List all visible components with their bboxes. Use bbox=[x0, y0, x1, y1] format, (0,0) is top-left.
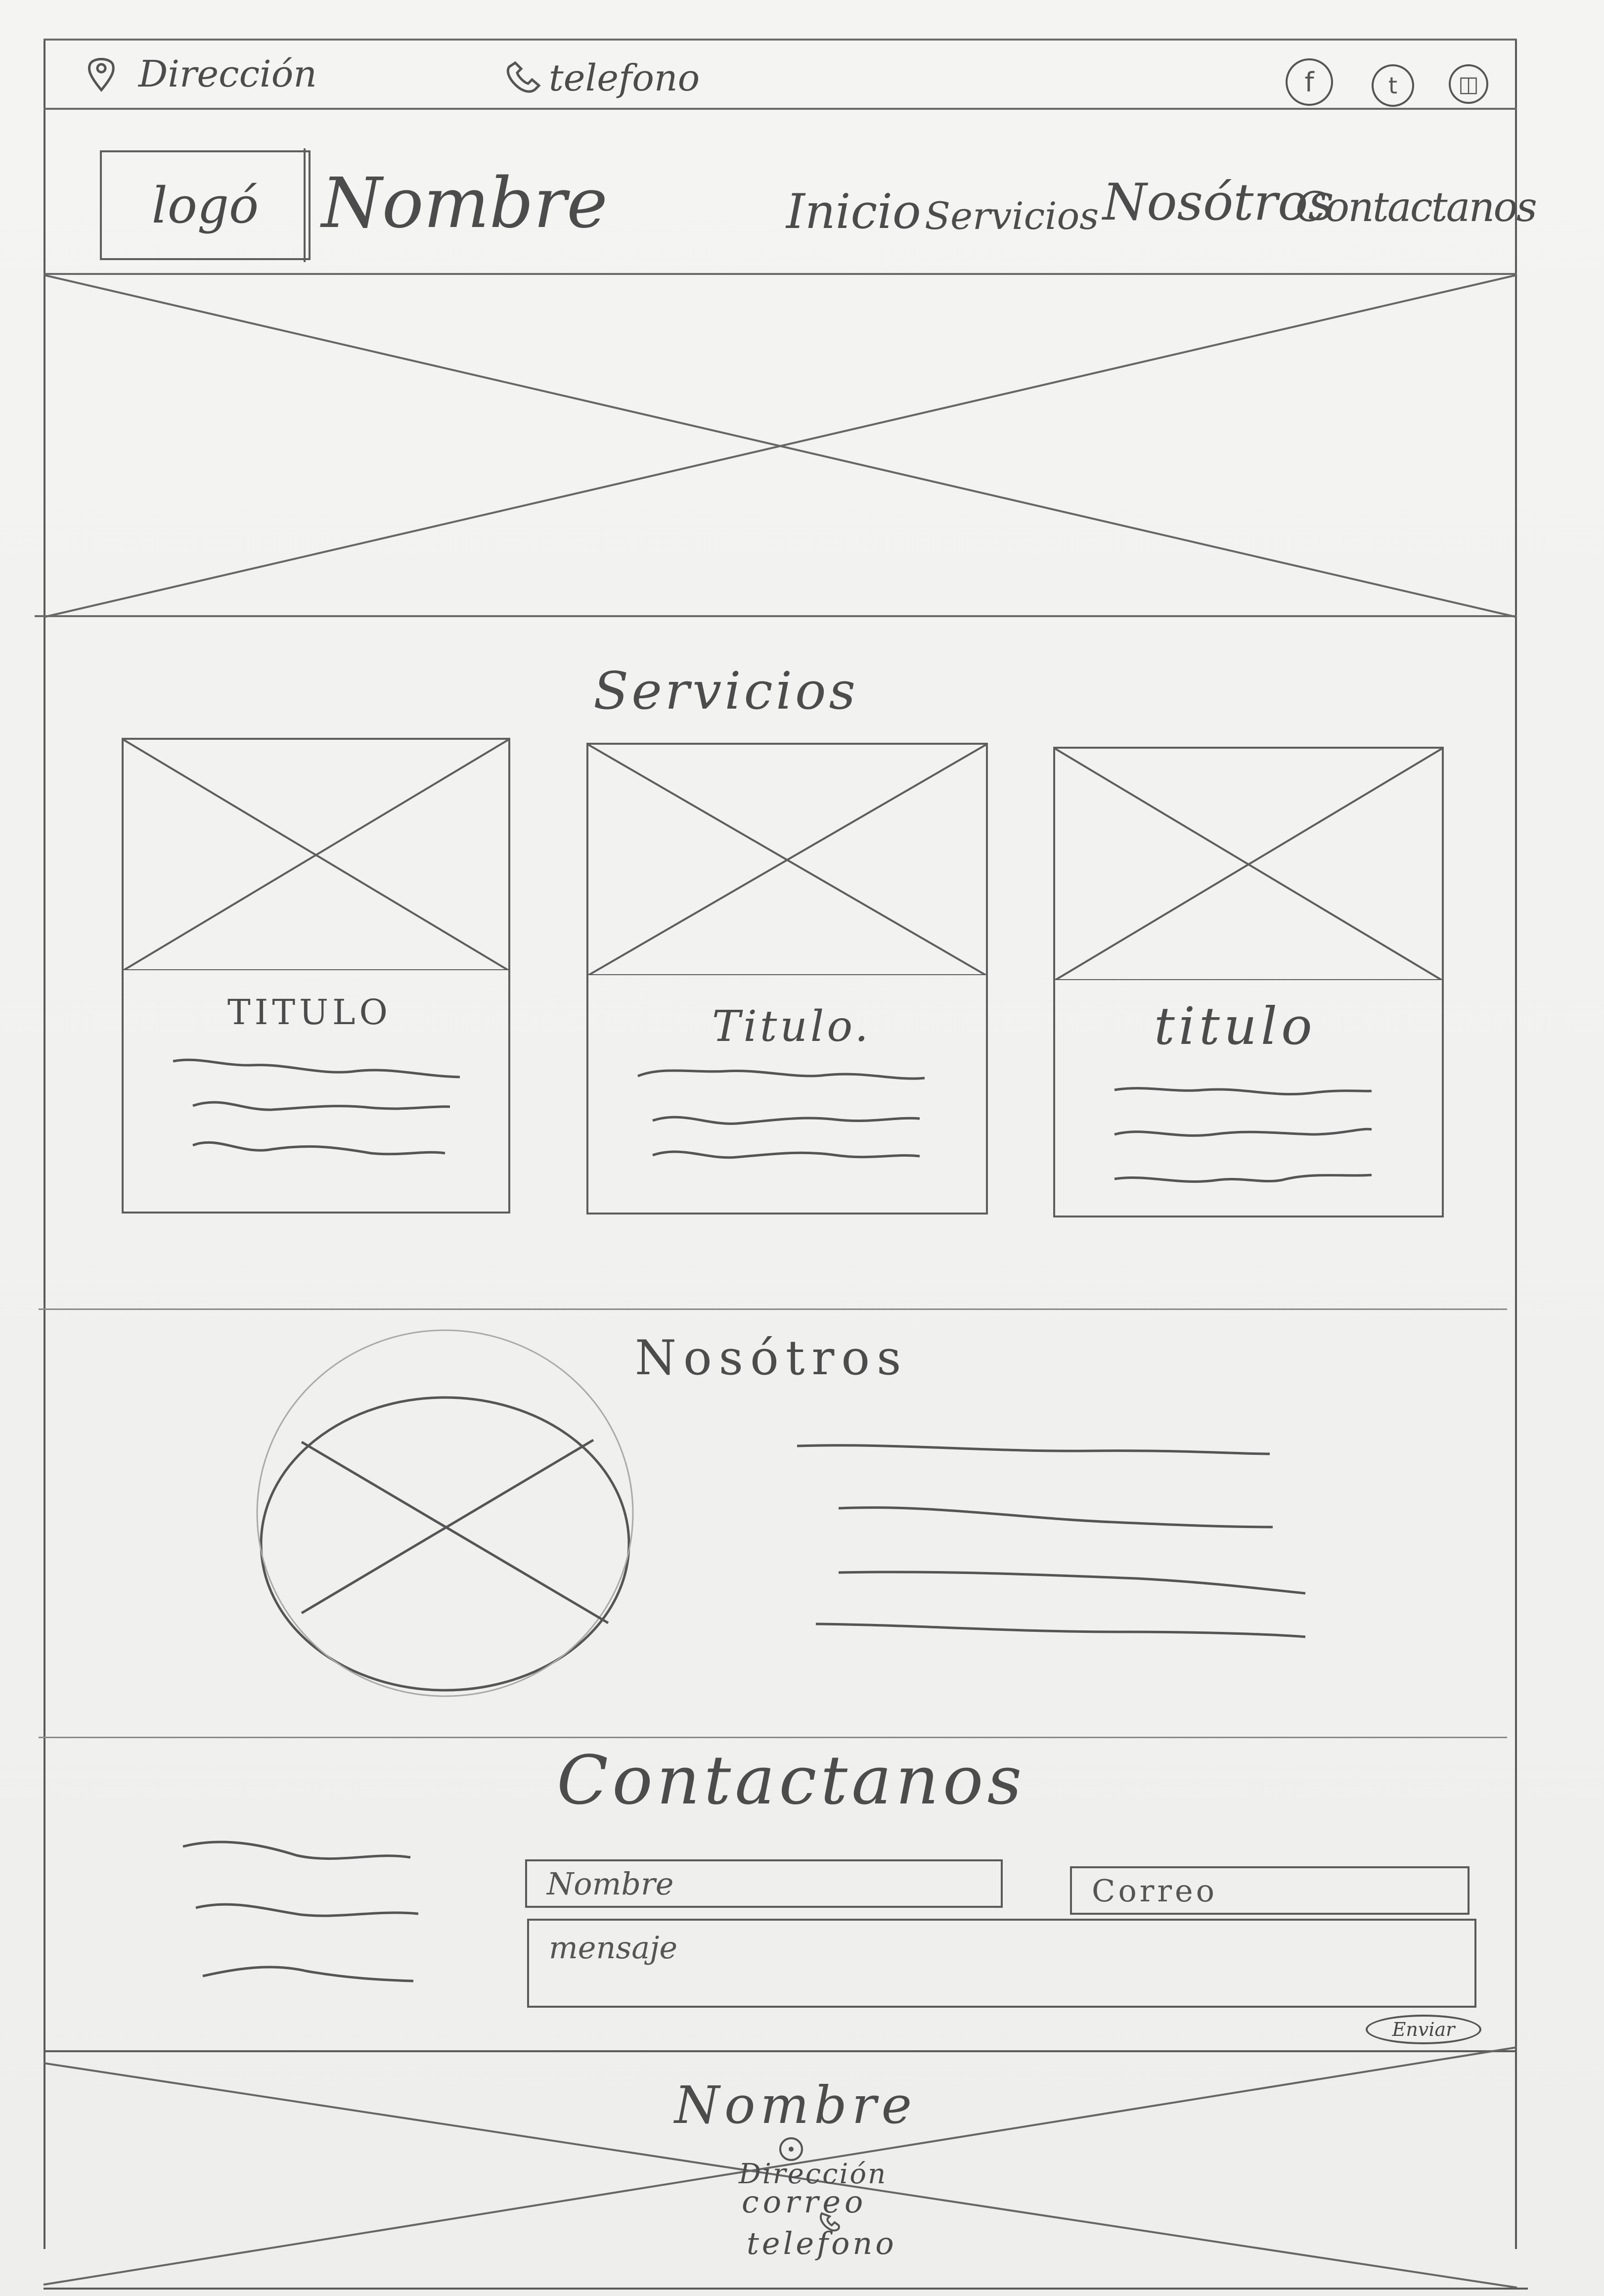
brand-name[interactable]: Nombre bbox=[321, 163, 608, 244]
footer-phone: telefono bbox=[747, 2225, 897, 2261]
phone-icon bbox=[506, 61, 541, 93]
footer-name: Nombre bbox=[674, 2075, 917, 2135]
facebook-icon[interactable]: f bbox=[1286, 58, 1333, 106]
contact-name-input[interactable]: Nombre bbox=[525, 1859, 1003, 1908]
contact-heading: Contactanos bbox=[557, 1742, 1026, 1820]
contact-email-input[interactable]: Correo bbox=[1070, 1866, 1470, 1915]
contact-message-textarea[interactable]: mensaje bbox=[527, 1919, 1476, 2008]
hero-bottom-line bbox=[35, 615, 1517, 617]
footer-address: Dirección bbox=[739, 2158, 888, 2190]
twitter-icon[interactable]: t bbox=[1372, 64, 1414, 107]
service-card-text-lines bbox=[637, 1069, 925, 1159]
nav-item-contactanos[interactable]: Contactanos bbox=[1295, 184, 1537, 231]
about-heading: Nosótros bbox=[635, 1330, 908, 1386]
nav-item-inicio[interactable]: Inicio bbox=[786, 184, 921, 239]
location-pin-icon bbox=[88, 58, 115, 92]
contact-bottom-line bbox=[44, 2050, 1517, 2052]
service-card-title: TITULO bbox=[227, 992, 392, 1033]
topbar-address[interactable]: Dirección bbox=[84, 49, 317, 99]
service-card[interactable]: Titulo. bbox=[586, 743, 988, 1215]
services-bottom-line bbox=[39, 1308, 1507, 1310]
service-card-title: titulo bbox=[1154, 996, 1316, 1056]
services-heading: Servicios bbox=[593, 661, 859, 721]
service-card-text-lines bbox=[1114, 1087, 1372, 1183]
service-card-image bbox=[1055, 749, 1442, 980]
service-card[interactable]: titulo bbox=[1053, 747, 1444, 1217]
header-bottom-line bbox=[44, 273, 1517, 275]
topbar-phone-label: telefono bbox=[549, 57, 700, 99]
footer-email: correo bbox=[742, 2184, 867, 2220]
contact-submit-label: Enviar bbox=[1392, 2019, 1455, 2040]
topbar-top-line bbox=[44, 39, 1517, 41]
service-card-title: Titulo. bbox=[712, 1002, 871, 1051]
topbar-address-label: Dirección bbox=[138, 53, 317, 95]
service-card-image bbox=[124, 740, 508, 970]
instagram-icon[interactable]: ◫ bbox=[1449, 64, 1488, 104]
about-bottom-line bbox=[39, 1737, 1507, 1738]
nav-item-nosotros[interactable]: Nosótros bbox=[1103, 173, 1334, 232]
logo-label: logó bbox=[151, 176, 259, 234]
nav-item-servicios[interactable]: Servicios bbox=[925, 194, 1099, 238]
service-card[interactable]: TITULO bbox=[122, 738, 510, 1214]
logo-divider bbox=[304, 148, 306, 262]
page-frame bbox=[44, 39, 1517, 2249]
topbar-phone[interactable]: telefono bbox=[504, 53, 700, 103]
logo-placeholder[interactable]: logó bbox=[100, 150, 311, 260]
topbar-bottom-line bbox=[44, 108, 1517, 110]
contact-submit-button[interactable]: Enviar bbox=[1366, 2015, 1481, 2044]
service-card-text-lines bbox=[173, 1058, 460, 1156]
service-card-image bbox=[588, 745, 986, 975]
